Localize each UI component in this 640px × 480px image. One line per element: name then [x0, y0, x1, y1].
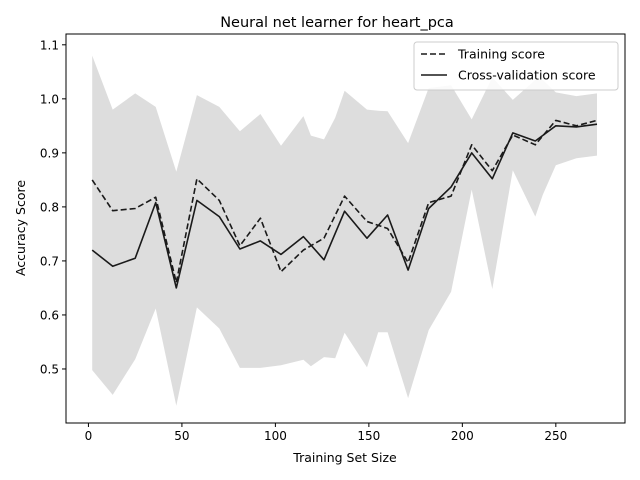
- chart-title: Neural net learner for heart_pca: [220, 15, 454, 31]
- cross-validation-score-line: [91, 123, 598, 289]
- y-tick-label: 0.7: [40, 254, 59, 268]
- y-tick-label: 0.5: [40, 362, 59, 376]
- plot-area: [91, 55, 598, 406]
- x-tick-label: 250: [544, 429, 567, 443]
- legend-training-label: Training score: [457, 47, 545, 62]
- legend-box: [413, 41, 619, 91]
- y-tick-label: 1.1: [40, 38, 59, 52]
- x-tick-label: 150: [357, 429, 380, 443]
- confidence-band: [92, 55, 597, 406]
- x-tick-label: 0: [85, 429, 93, 443]
- y-tick-label: 1.0: [40, 92, 59, 106]
- y-tick-label: 0.9: [40, 146, 59, 160]
- x-tick-label: 200: [451, 429, 474, 443]
- y-tick-label: 0.6: [40, 308, 59, 322]
- y-axis-label: Accuracy Score: [13, 180, 28, 276]
- legend-cv-label: Cross-validation score: [458, 68, 596, 83]
- x-axis: 0 50 100 150 200 250: [85, 423, 567, 443]
- y-tick-label: 0.8: [40, 200, 59, 214]
- y-axis: 0.5 0.6 0.7 0.8 0.9 1.0 1.1: [40, 38, 66, 376]
- x-tick-label: 50: [174, 429, 189, 443]
- x-axis-label: Training Set Size: [292, 450, 397, 465]
- legend: Training score Cross-validation score: [413, 41, 619, 91]
- x-tick-label: 100: [264, 429, 287, 443]
- training-score-line: [91, 119, 598, 284]
- plot-frame: [65, 33, 626, 424]
